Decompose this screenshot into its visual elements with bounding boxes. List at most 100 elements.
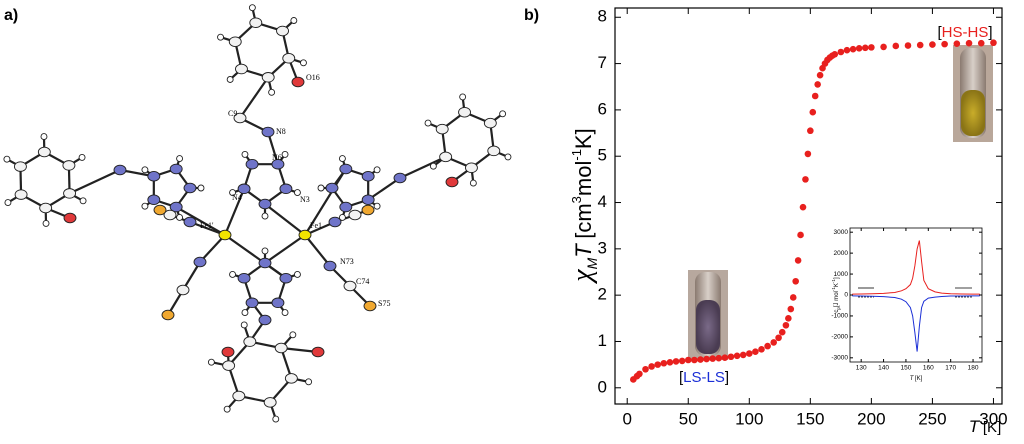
- inset-arrows: [858, 287, 972, 298]
- atom: [222, 360, 236, 371]
- atom: [393, 172, 407, 184]
- atom-label: Fe1': [200, 221, 214, 230]
- atom: [40, 133, 48, 141]
- y-tick-label: 2: [598, 285, 607, 304]
- atom: [176, 214, 184, 221]
- data-point: [868, 44, 875, 51]
- atom: [229, 189, 237, 196]
- bond: [199, 234, 226, 263]
- atom: [305, 378, 313, 386]
- data-point: [721, 354, 729, 361]
- label-part: [K]: [983, 419, 1001, 436]
- atom: [141, 166, 149, 174]
- atom: [169, 201, 183, 213]
- atom: [258, 314, 272, 326]
- atom: [363, 300, 377, 312]
- atom: [3, 155, 11, 163]
- y-tick-label: 4: [598, 192, 607, 211]
- atom: [147, 194, 161, 206]
- data-point: [794, 257, 802, 264]
- data-point: [904, 42, 912, 49]
- x-axis-label: T [K]: [969, 417, 1001, 436]
- data-point: [715, 354, 723, 362]
- y-tick-label: 6: [598, 99, 607, 118]
- atom: [323, 260, 337, 272]
- atom: [113, 164, 127, 176]
- data-point: [770, 339, 778, 346]
- atom: [361, 170, 375, 182]
- bond: [264, 203, 306, 236]
- atom: [37, 146, 51, 158]
- x-tick-label: 50: [679, 409, 698, 428]
- label-part: [J mol: [834, 291, 840, 307]
- atom: [293, 271, 301, 278]
- y-tick-label: 3: [598, 238, 607, 257]
- atom: [261, 126, 275, 138]
- data-point: [916, 41, 924, 49]
- atom: [429, 162, 437, 170]
- atom: [317, 184, 325, 192]
- x-tick-label: 140: [878, 365, 889, 372]
- atom: [63, 212, 77, 224]
- x-axis-label: T [K]: [910, 376, 923, 382]
- atom: [228, 36, 242, 47]
- atom-label: Fe1: [310, 221, 322, 230]
- atom: [271, 158, 285, 170]
- atom: [435, 123, 449, 135]
- atom: [445, 176, 459, 188]
- atom: [193, 256, 207, 268]
- label-part: -1: [569, 149, 584, 161]
- atom: [42, 219, 50, 227]
- atom: [279, 183, 293, 195]
- data-point: [941, 40, 948, 48]
- atom: [176, 155, 184, 162]
- atom: [281, 309, 289, 317]
- bond: [266, 131, 279, 165]
- y-tick-label: 0: [844, 292, 848, 299]
- sample: [696, 300, 720, 354]
- atom: [183, 182, 197, 194]
- data-point: [807, 127, 814, 135]
- bond: [224, 234, 287, 280]
- data-point: [752, 348, 759, 355]
- annotation-part: ]: [725, 369, 729, 386]
- atom: [78, 153, 86, 161]
- atom-label: C74: [356, 277, 369, 286]
- y-tick-label: -2000: [831, 334, 848, 341]
- atom: [361, 204, 375, 216]
- x-tick-label: 100: [735, 409, 763, 428]
- data-point: [709, 355, 716, 362]
- atom: [63, 188, 77, 199]
- atom: [226, 76, 234, 83]
- atom: [263, 397, 277, 408]
- label-part: T: [571, 243, 596, 258]
- data-point: [787, 305, 795, 313]
- atom: [237, 272, 251, 284]
- data-point: [778, 328, 786, 336]
- label-part: [cm: [571, 203, 596, 238]
- atom: [298, 229, 312, 241]
- atom: [241, 150, 249, 158]
- atom: [279, 272, 293, 284]
- atom: [176, 284, 190, 296]
- atom: [197, 184, 205, 192]
- y-tick-label: -3000: [831, 355, 848, 362]
- atom: [183, 216, 197, 228]
- data-point: [990, 39, 997, 47]
- data-point: [764, 342, 771, 350]
- y-tick-label: 8: [598, 7, 607, 26]
- atom: [458, 106, 471, 118]
- data-point: [861, 44, 869, 52]
- atom: [233, 112, 247, 124]
- atom: [243, 336, 257, 347]
- atom: [232, 390, 246, 402]
- data-point: [811, 92, 819, 100]
- atom: [469, 179, 477, 187]
- x-tick-label: 180: [968, 365, 979, 372]
- data-point: [843, 46, 851, 54]
- data-point: [654, 361, 662, 368]
- bond: [239, 76, 270, 119]
- atom: [328, 216, 342, 228]
- data-point: [648, 363, 655, 370]
- data-point: [929, 41, 936, 48]
